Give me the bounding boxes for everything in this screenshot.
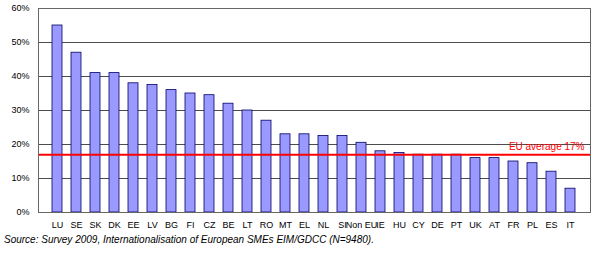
svg-text:30%: 30% — [11, 105, 29, 115]
svg-text:CZ: CZ — [204, 220, 216, 230]
svg-text:BG: BG — [165, 220, 178, 230]
svg-text:LV: LV — [147, 220, 157, 230]
svg-text:50%: 50% — [11, 37, 29, 47]
svg-text:EE: EE — [127, 220, 139, 230]
svg-text:IE: IE — [376, 220, 385, 230]
svg-text:CY: CY — [412, 220, 425, 230]
svg-text:UK: UK — [469, 220, 482, 230]
svg-text:FR: FR — [508, 220, 520, 230]
svg-text:SK: SK — [89, 220, 101, 230]
svg-text:AT: AT — [489, 220, 500, 230]
svg-text:10%: 10% — [11, 173, 29, 183]
svg-text:PL: PL — [527, 220, 538, 230]
svg-text:SI: SI — [338, 219, 347, 230]
svg-text:DE: DE — [431, 220, 444, 230]
svg-text:DK: DK — [108, 220, 121, 230]
svg-text:HU: HU — [393, 220, 406, 230]
svg-text:BE: BE — [222, 220, 234, 230]
svg-text:40%: 40% — [11, 71, 29, 81]
svg-text:EU average 17%: EU average 17% — [509, 141, 585, 152]
html-text:Source: Survey 2009, Internati: Source: Survey 2009, Internationalisatio… — [4, 234, 374, 245]
svg-text:0%: 0% — [16, 207, 29, 217]
svg-text:MT: MT — [279, 220, 292, 230]
svg-text:RO: RO — [260, 220, 274, 230]
svg-text:ES: ES — [545, 220, 557, 230]
svg-text:PT: PT — [451, 220, 463, 230]
svg-text:EL: EL — [299, 220, 310, 230]
svg-text:SE: SE — [70, 220, 82, 230]
svg-text:FI: FI — [187, 220, 195, 230]
svg-text:20%: 20% — [11, 139, 29, 149]
svg-text:Non EU: Non EU — [346, 220, 378, 230]
svg-text:LT: LT — [243, 220, 253, 230]
svg-text:LU: LU — [52, 220, 64, 230]
svg-text:NL: NL — [318, 220, 330, 230]
svg-text:60%: 60% — [11, 3, 29, 13]
svg-text:IT: IT — [567, 220, 576, 230]
